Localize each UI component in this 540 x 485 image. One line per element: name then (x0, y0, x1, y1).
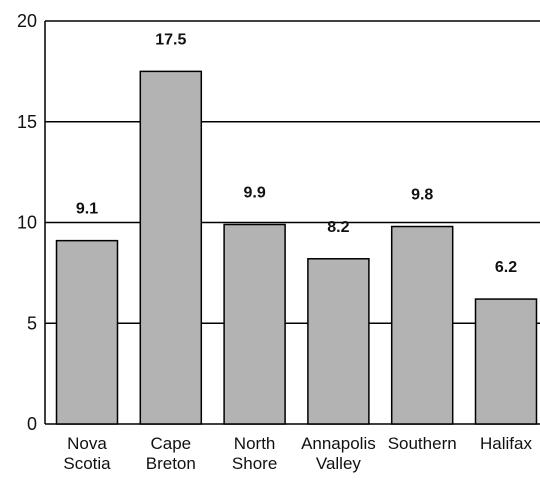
grid-lines (45, 20, 540, 425)
x-category-labels: Nova Scotia Cape Breton North Shore Annapolis V… (63, 434, 532, 473)
x-category-label: Nova Scotia (63, 434, 111, 473)
bars (55, 70, 538, 425)
y-tick-label: 20 (17, 11, 37, 31)
y-tick-label: 0 (27, 414, 37, 434)
x-category-label: Southern (388, 434, 457, 453)
bar (223, 223, 286, 425)
bar (139, 70, 203, 425)
data-label: 9.8 (411, 187, 433, 204)
x-category-label: Halifax (480, 434, 532, 453)
data-labels: 9.1 17.5 9.9 8.2 9.8 6.2 (76, 31, 517, 276)
y-tick-label: 10 (17, 213, 37, 233)
x-category-label: Cape Breton (146, 434, 196, 473)
y-tick-label: 15 (17, 112, 37, 132)
x-category-label: North Shore (232, 434, 277, 473)
data-label: 8.2 (327, 219, 349, 236)
bar (55, 239, 119, 425)
data-label: 17.5 (155, 31, 186, 48)
x-category-label: Annapolis Valley (301, 434, 376, 473)
data-label: 9.9 (243, 185, 265, 202)
y-tick-labels: 0 5 10 15 20 (17, 11, 37, 434)
data-label: 9.1 (76, 201, 98, 218)
bar (474, 298, 538, 425)
bar (307, 258, 370, 425)
bar (390, 225, 454, 425)
data-label: 6.2 (495, 259, 517, 276)
y-tick-label: 5 (27, 313, 37, 333)
